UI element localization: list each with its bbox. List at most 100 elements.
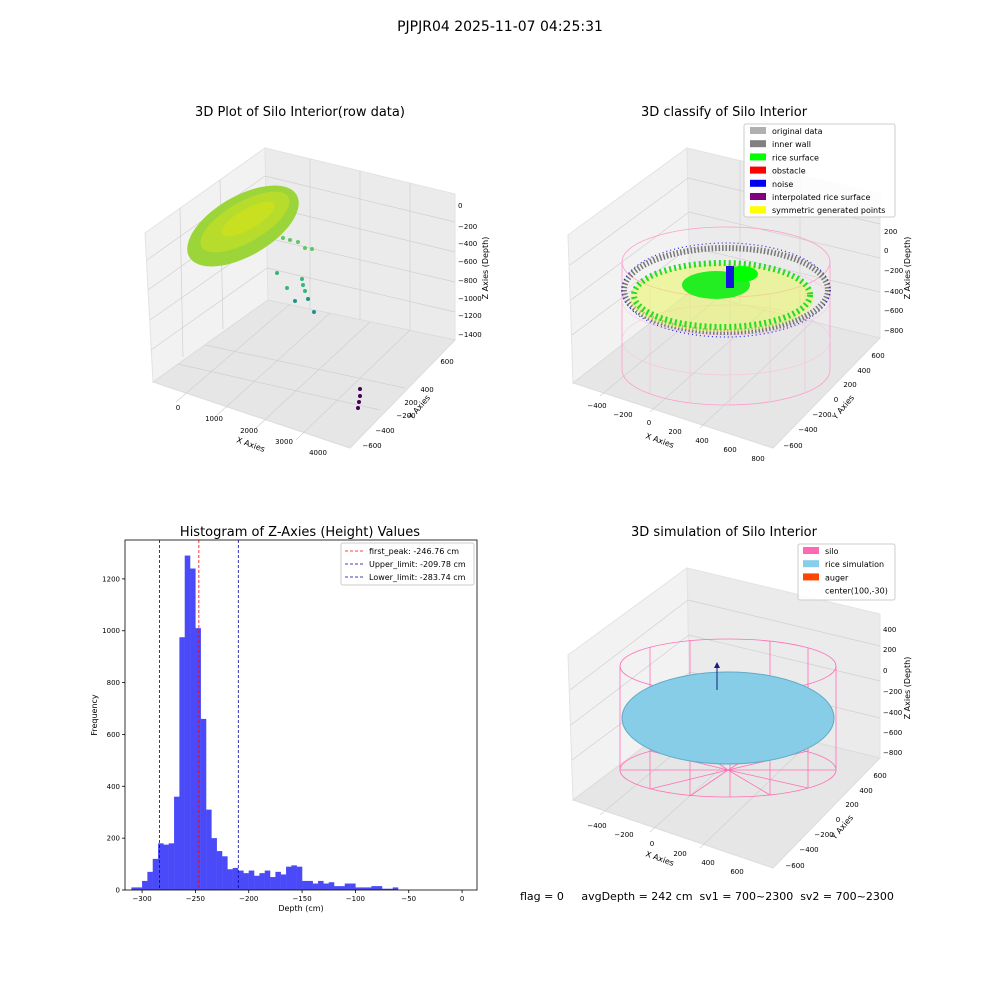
histogram-xtick-label: −300 bbox=[132, 895, 151, 903]
legend-label: rice simulation bbox=[825, 560, 884, 569]
panel-simulation-zticks: 400 200 0 −200 −400 −600 −800 bbox=[883, 626, 902, 757]
svg-text:800: 800 bbox=[751, 455, 764, 463]
histogram-ytick-label: 200 bbox=[107, 835, 120, 843]
legend-label: inner wall bbox=[772, 140, 811, 149]
histogram-bar bbox=[302, 880, 308, 890]
panel-raw-3d: 3D Plot of Silo Interior(row data) bbox=[144, 105, 490, 457]
legend-label: interpolated rice surface bbox=[772, 193, 870, 202]
legend-swatch bbox=[750, 166, 766, 174]
histogram-bar bbox=[190, 568, 196, 890]
svg-text:−400: −400 bbox=[375, 427, 394, 435]
histogram-bar bbox=[158, 843, 164, 890]
histogram-bar bbox=[366, 887, 372, 890]
histogram-bar bbox=[296, 866, 303, 890]
panel-simulation-legend: silo rice simulation auger center(100,-30) bbox=[797, 543, 896, 601]
legend-swatch bbox=[803, 560, 819, 568]
svg-text:2000: 2000 bbox=[240, 427, 258, 435]
histogram-ytick-label: 600 bbox=[107, 731, 120, 739]
panel-classify-title: 3D classify of Silo Interior bbox=[641, 105, 808, 120]
panel-simulation-ylabel: Y Axies bbox=[829, 813, 855, 842]
panel-classify-zlabel: Z Axies (Depth) bbox=[903, 237, 912, 300]
svg-text:−800: −800 bbox=[458, 277, 477, 285]
histogram-xtick-label: −150 bbox=[292, 895, 311, 903]
svg-text:−400: −400 bbox=[799, 846, 818, 854]
legend-label: noise bbox=[772, 180, 793, 189]
panel-classify-3d: 3D classify of Silo Interior −40 bbox=[567, 105, 912, 463]
svg-text:200: 200 bbox=[883, 646, 896, 654]
histogram-legend: first_peak: -246.76 cm Upper_limit: -209.… bbox=[340, 542, 475, 586]
histogram-bar bbox=[382, 888, 388, 890]
footer-stats: flag = 0 avgDepth = 242 cm sv1 = 700~230… bbox=[520, 890, 894, 903]
panel-raw-xlabel: X Axies bbox=[235, 435, 266, 454]
svg-text:−600: −600 bbox=[884, 307, 903, 315]
histogram-title: Histogram of Z-Axies (Height) Values bbox=[180, 525, 420, 540]
histogram-legend-label: Lower_limit: -283.74 cm bbox=[369, 573, 466, 582]
histogram-bar bbox=[195, 628, 201, 890]
panel-raw-yticks: 600 400 200 −200 −400 −600 bbox=[362, 358, 453, 450]
legend-swatch bbox=[803, 573, 819, 581]
svg-text:−200: −200 bbox=[613, 411, 632, 419]
svg-text:1000: 1000 bbox=[205, 415, 223, 423]
svg-text:−200: −200 bbox=[883, 688, 902, 696]
svg-text:0: 0 bbox=[458, 202, 462, 210]
panel-simulation-xticks: −400 −200 0 200 400 600 bbox=[587, 822, 743, 876]
histogram-bar bbox=[328, 882, 335, 890]
svg-text:−400: −400 bbox=[798, 426, 817, 434]
svg-text:−1000: −1000 bbox=[458, 295, 482, 303]
panel-classify-legend: original data inner wall rice surface obsta… bbox=[743, 123, 896, 218]
histogram-bar bbox=[392, 887, 399, 890]
svg-text:200: 200 bbox=[884, 228, 897, 236]
histogram-bar bbox=[286, 866, 292, 890]
svg-text:600: 600 bbox=[871, 352, 884, 360]
histogram-xtick-label: −100 bbox=[346, 895, 365, 903]
histogram-bar bbox=[360, 887, 367, 890]
histogram-bar bbox=[147, 871, 153, 890]
panel-raw-zlabel: Z Axies (Depth) bbox=[481, 237, 490, 300]
histogram-bar bbox=[376, 886, 383, 890]
svg-text:600: 600 bbox=[440, 358, 453, 366]
histogram-ytick-label: 400 bbox=[107, 783, 120, 791]
histogram-bar bbox=[184, 555, 191, 890]
panel-simulation-title: 3D simulation of Silo Interior bbox=[631, 525, 818, 540]
svg-text:3000: 3000 bbox=[275, 438, 293, 446]
panel-classify-xticks: −400 −200 0 200 400 600 800 bbox=[587, 402, 764, 463]
panel-simulation-yticks: 600 400 200 0 −200 −400 −600 bbox=[785, 772, 886, 870]
histogram-xtick-label: −200 bbox=[239, 895, 258, 903]
legend-label: center(100,-30) bbox=[825, 587, 888, 596]
histogram-bar bbox=[152, 858, 159, 890]
svg-text:400: 400 bbox=[701, 859, 714, 867]
histogram-bar bbox=[200, 718, 207, 890]
svg-text:4000: 4000 bbox=[309, 449, 327, 457]
histogram-bar bbox=[216, 851, 223, 890]
histogram-bar bbox=[227, 869, 233, 890]
legend-swatch bbox=[750, 193, 766, 200]
svg-text:0: 0 bbox=[883, 667, 887, 675]
histogram-xlabel: Depth (cm) bbox=[278, 904, 323, 913]
histogram-bar bbox=[280, 874, 287, 890]
panel-simulation-zlabel: Z Axies (Depth) bbox=[903, 657, 912, 720]
svg-text:−400: −400 bbox=[458, 240, 477, 248]
histogram-bar bbox=[222, 856, 228, 890]
svg-text:400: 400 bbox=[883, 626, 896, 634]
svg-text:−600: −600 bbox=[783, 442, 802, 450]
histogram-bar bbox=[270, 877, 276, 890]
legend-swatch bbox=[750, 127, 766, 134]
svg-text:−400: −400 bbox=[587, 822, 606, 830]
histogram-ytick-label: 0 bbox=[116, 887, 120, 895]
legend-swatch bbox=[803, 547, 819, 554]
svg-text:−200: −200 bbox=[396, 412, 415, 420]
panel-simulation-xlabel: X Axies bbox=[644, 849, 675, 868]
svg-text:−400: −400 bbox=[587, 402, 606, 410]
histogram-bar bbox=[387, 888, 393, 890]
svg-text:0: 0 bbox=[176, 404, 180, 412]
svg-text:−200: −200 bbox=[814, 831, 833, 839]
svg-text:−400: −400 bbox=[884, 288, 903, 296]
histogram-bar bbox=[238, 870, 244, 890]
svg-text:400: 400 bbox=[859, 787, 872, 795]
legend-label: rice surface bbox=[772, 153, 819, 162]
histogram-bar bbox=[163, 844, 169, 890]
histogram-ylabel: Frequency bbox=[90, 694, 99, 736]
svg-text:−600: −600 bbox=[458, 258, 477, 266]
histogram-bar bbox=[142, 880, 148, 890]
histogram-bar bbox=[174, 796, 180, 890]
